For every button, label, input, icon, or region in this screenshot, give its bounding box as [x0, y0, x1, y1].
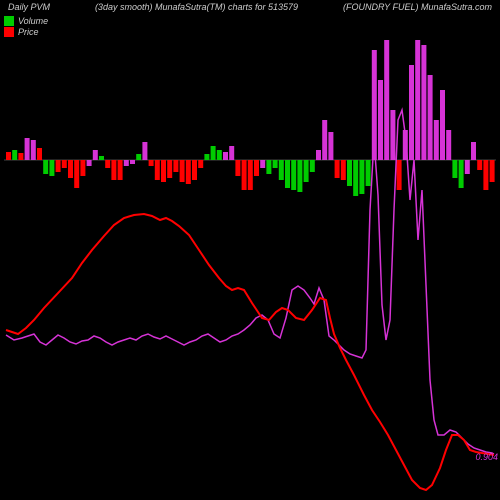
legend: Volume Price — [4, 16, 48, 38]
right-value-label: 0.904 — [475, 452, 498, 462]
legend-volume-swatch — [4, 16, 14, 26]
legend-price-swatch — [4, 27, 14, 37]
header-center: (3day smooth) MunafaSutra(TM) charts for… — [95, 2, 298, 12]
chart-header: Daily PVM (3day smooth) MunafaSutra(TM) … — [0, 2, 500, 12]
legend-price: Price — [4, 27, 48, 37]
chart-svg — [4, 40, 496, 496]
legend-price-label: Price — [18, 27, 39, 37]
legend-volume: Volume — [4, 16, 48, 26]
header-left: Daily PVM — [8, 2, 50, 12]
chart-area — [4, 40, 496, 496]
legend-volume-label: Volume — [18, 16, 48, 26]
header-right: (FOUNDRY FUEL) MunafaSutra.com — [343, 2, 492, 12]
